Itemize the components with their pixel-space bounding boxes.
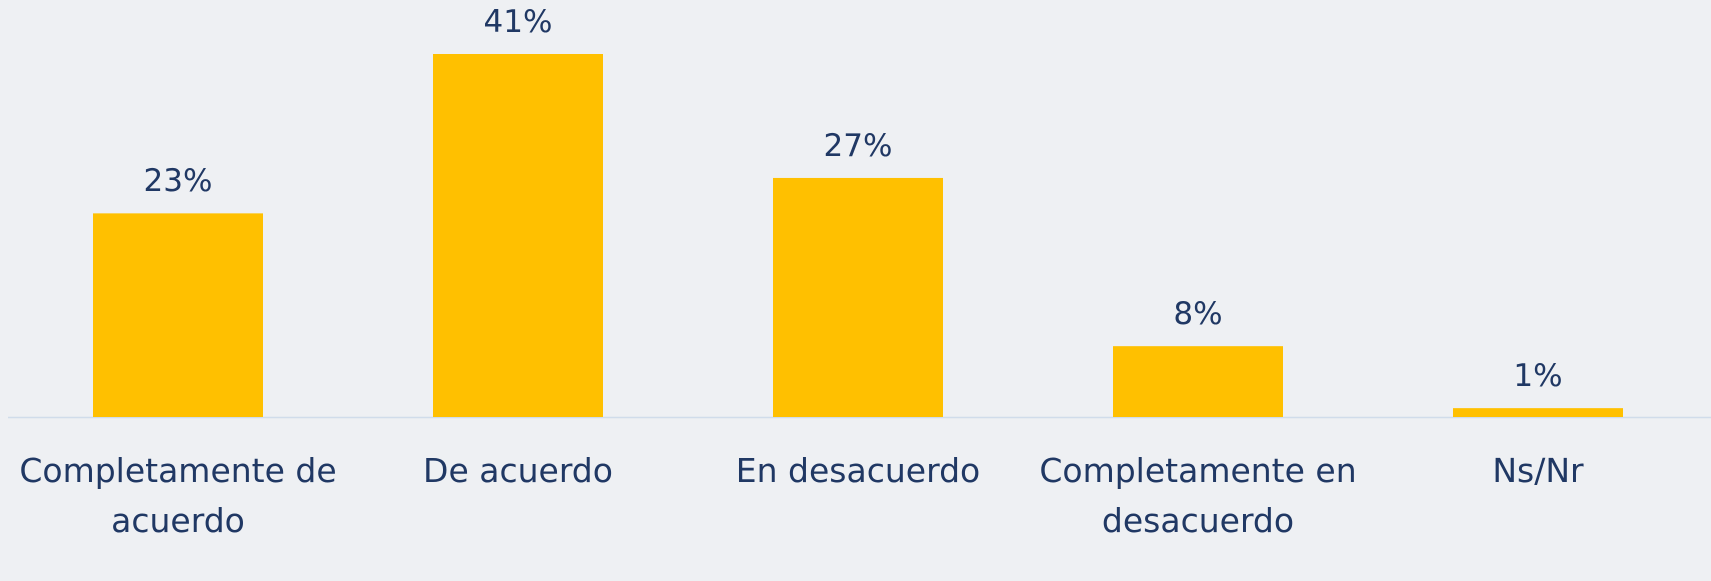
value-label: 27%: [823, 127, 893, 164]
bar: [1453, 408, 1623, 417]
x-tick-label: De acuerdo: [423, 451, 613, 490]
bar: [773, 177, 943, 417]
bar: [433, 54, 603, 417]
value-label: 41%: [483, 4, 553, 40]
bar: [93, 213, 263, 417]
x-tick-label: En desacuerdo: [735, 451, 981, 490]
value-label: 1%: [1513, 358, 1563, 395]
value-label: 23%: [143, 163, 213, 200]
x-tick-label: Ns/Nr: [1492, 451, 1584, 490]
x-tick-label: Completamente en desacuerdo: [1039, 451, 1357, 540]
x-tick-label: Completamente de acuerdo: [19, 451, 337, 540]
bar: [1113, 346, 1283, 417]
value-label: 8%: [1173, 296, 1223, 333]
